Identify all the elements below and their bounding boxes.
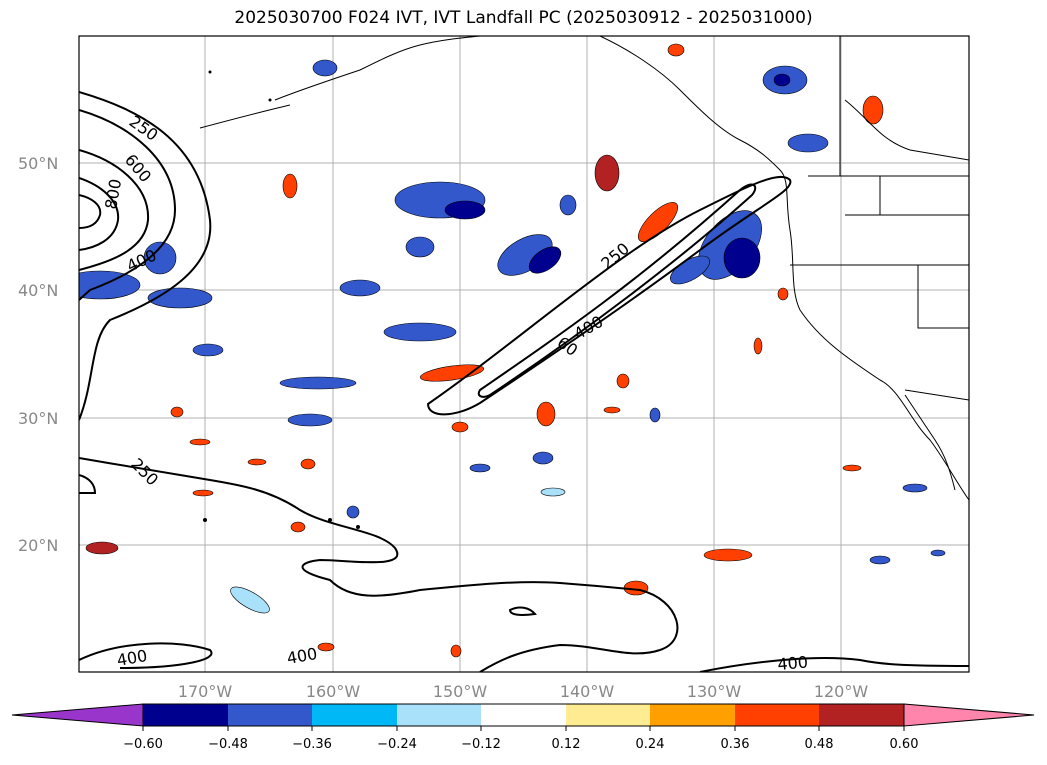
lon-label: 160°W [306,682,361,701]
small-islands [203,70,360,529]
lon-label: 170°W [178,682,233,701]
lat-label: 40°N [18,281,58,300]
colorbar-extend-low [11,703,144,727]
colorbar-tick-label: −0.24 [377,737,417,752]
colorbar-segment [481,704,566,726]
colorbar-tick-label: 0.24 [636,737,665,752]
colorbar-tick-label: −0.48 [208,737,248,752]
colorbar-segment [566,704,650,726]
colorbar-tick-label: −0.60 [123,737,163,752]
colorbar-tick-label: 0.36 [721,737,750,752]
ivt-contours [79,91,969,672]
longitude-labels: 170°W 160°W 150°W 140°W 130°W 120°W [178,682,869,701]
colorbar-tick-label: 0.48 [805,737,834,752]
colorbar-segment [397,704,481,726]
map-title: 2025030700 F024 IVT, IVT Landfall PC (20… [234,8,813,28]
colorbar-segment [312,704,397,726]
lat-label: 20°N [18,536,58,555]
colorbar-segment [819,704,904,726]
lon-label: 140°W [560,682,615,701]
lat-label: 50°N [18,154,58,173]
lon-label: 130°W [687,682,742,701]
lon-label: 120°W [814,682,869,701]
map-frame [78,35,970,673]
colorbar-extend-high [903,703,1035,727]
gridlines [79,36,969,672]
coastlines [199,36,969,501]
colorbar-tick-label: −0.12 [461,737,501,752]
contour-label: 400 [777,652,809,674]
colorbar: −0.60 −0.48 −0.36 −0.24 −0.12 0.12 0.24 … [11,703,1035,752]
colorbar-tick-label: −0.36 [292,737,332,752]
colorbar-segment [650,704,735,726]
lat-label: 30°N [18,409,58,428]
colorbar-tick-label: 0.60 [890,737,919,752]
colorbar-segment [228,704,312,726]
colorbar-frame [142,703,905,727]
latitude-labels: 50°N 40°N 30°N 20°N [18,154,58,555]
negative-anomaly-fills [79,59,946,614]
lon-label: 150°W [433,682,488,701]
colorbar-segment [735,704,819,726]
colorbar-segment [143,704,228,726]
colorbar-tick-label: 0.12 [552,737,581,752]
